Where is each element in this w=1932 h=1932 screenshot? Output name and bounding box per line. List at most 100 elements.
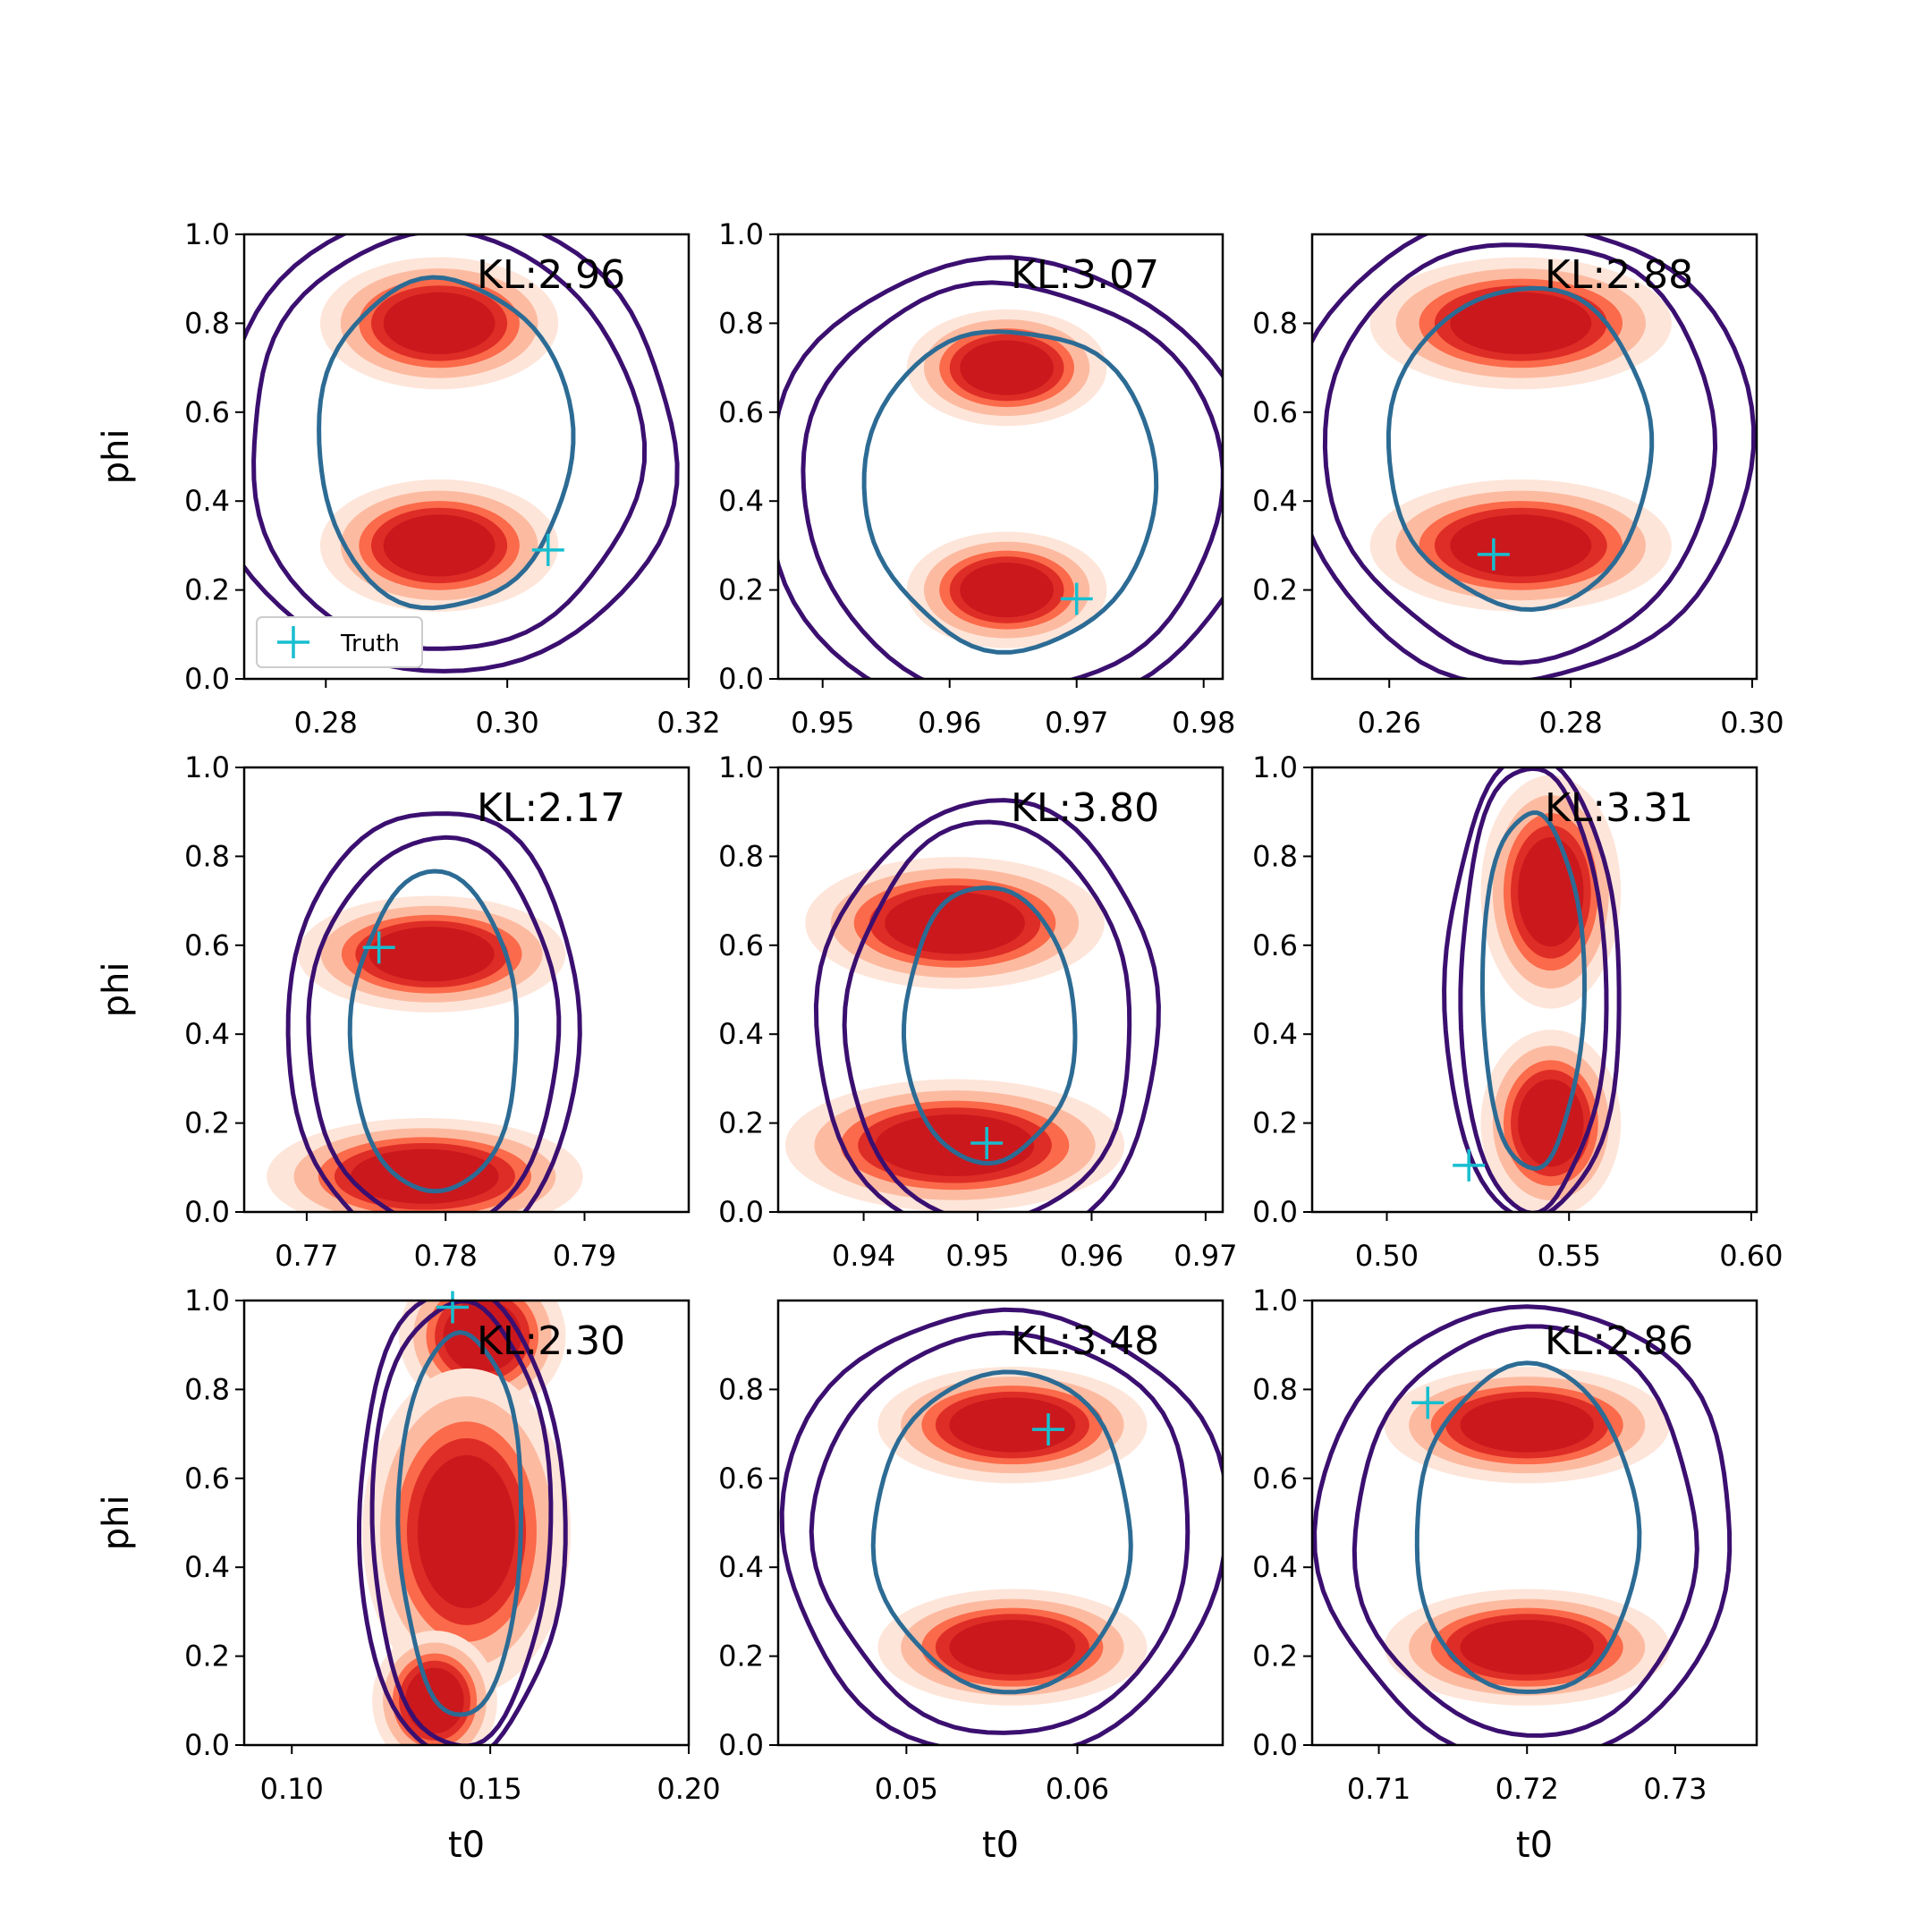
x-tick-label: 0.73 [1643,1772,1707,1806]
axes-frame [1310,1299,1758,1747]
truth-marker [1453,1148,1486,1182]
truth-marker [970,1126,1004,1159]
panel-8: KL:3.48 0.0 0.2 0.4 0.6 0.8 0.05 0.06 t0 [718,1299,1224,1866]
y-tick-label: 1.0 [184,750,230,784]
y-tick-label: 0.6 [1252,928,1298,962]
axes-frame [242,233,691,681]
outer-contour [778,255,1223,679]
panel-9: KL:2.86 0.0 0.2 0.4 0.6 0.8 1.0 0.71 0.72 0.73 t0 [1252,1284,1758,1866]
y-tick-label: 0.2 [718,1106,764,1140]
y-tick-label: 0.4 [718,484,764,518]
y-axis-label: phi [96,1496,137,1551]
y-tick-label: 0.4 [184,1550,230,1584]
panel-3: KL:2.88 0.2 0.4 0.6 0.8 0.26 0.28 0.30 [1252,233,1784,740]
density-blob-2-level-5 [949,1620,1076,1675]
kl-label: KL:3.80 [1011,785,1159,831]
y-tick-label: 0.2 [1252,1106,1298,1140]
y-tick-label: 0.8 [184,839,230,873]
x-axis-label: t0 [1516,1825,1553,1866]
truth-marker [1411,1386,1445,1419]
inner-contour [870,1369,1133,1695]
x-tick-label: 0.05 [875,1772,938,1806]
density-blob-2-level-5 [1460,1620,1594,1675]
y-tick-label: 0.2 [184,573,230,607]
y-tick-label: 0.0 [1252,1728,1298,1762]
plot-area [267,811,583,1212]
axes-frame [776,1299,1224,1747]
middle-contour [306,835,562,1212]
x-tick-label: 0.60 [1719,1239,1783,1273]
middle-contour [842,819,1132,1212]
panel-1: KL:2.96 0.0 0.2 0.4 0.6 0.8 1.0 0.28 0.30 0.32 phi… [96,217,721,740]
y-tick-label: 0.0 [1252,1195,1298,1229]
x-tick-label: 0.98 [1172,706,1235,740]
y-tick-label: 0.0 [184,1195,230,1229]
y-tick-label: 1.0 [1252,1284,1298,1318]
x-tick-label: 0.28 [1538,706,1602,740]
x-tick-label: 0.30 [1720,706,1784,740]
plot-area [784,798,1161,1212]
y-tick-label: 0.8 [1252,1372,1298,1406]
x-tick-label: 0.15 [459,1772,522,1806]
density-blob-2-level-5 [383,514,496,577]
y-axis-label: phi [96,962,137,1018]
y-tick-label: 1.0 [718,217,764,251]
x-tick-label: 0.26 [1358,706,1421,740]
y-tick-label: 0.0 [184,1728,230,1762]
kl-label: KL:2.86 [1545,1318,1693,1364]
y-tick-label: 0.2 [718,573,764,607]
y-tick-label: 1.0 [184,217,230,251]
y-tick-label: 0.8 [184,306,230,340]
y-tick-label: 0.4 [1252,484,1298,518]
middle-contour [369,1301,554,1745]
kl-label: KL:2.17 [477,785,625,831]
density-blob-1-level-5 [443,1301,521,1373]
density-blob-2-level-5 [1518,1079,1584,1167]
x-tick-label: 0.78 [414,1239,478,1273]
x-tick-label: 0.77 [275,1239,338,1273]
y-tick-label: 0.6 [718,928,764,962]
density-blob-1-level-5 [949,1397,1076,1453]
x-tick-label: 0.96 [1060,1239,1123,1273]
truth-marker [1060,582,1093,615]
y-tick-label: 0.2 [184,1640,230,1674]
plot-area [1312,234,1757,679]
kl-label: KL:2.88 [1545,252,1693,298]
density-blob-1-level-5 [960,340,1054,395]
x-tick-label: 0.97 [1045,706,1108,740]
density-blob-2-level-5 [351,1148,499,1204]
outer-contour [244,234,680,674]
density-blob-1-level-5 [383,292,496,354]
density-blob-2-level-5 [960,563,1054,618]
panel-2: KL:3.07 0.0 0.2 0.4 0.6 0.8 1.0 0.95 0.96 0.97 0.9… [718,217,1235,740]
outer-contour [779,1307,1223,1745]
y-tick-label: 0.0 [718,1195,764,1229]
y-tick-label: 0.6 [1252,395,1298,429]
panel-4: KL:2.17 0.0 0.2 0.4 0.6 0.8 1.0 0.77 0.78 0.79 phi [96,750,691,1273]
truth-marker [1032,1413,1065,1446]
axes-frame [242,766,691,1214]
x-tick-label: 0.30 [476,706,539,740]
axes-frame [776,233,1224,681]
outer-contour [1442,767,1622,1212]
outer-contour [1312,234,1757,679]
y-tick-label: 0.8 [718,306,764,340]
truth-marker [436,1291,469,1324]
plot-area [779,1307,1223,1745]
density-blob-1-level-5 [1450,292,1592,354]
y-tick-label: 0.2 [1252,573,1298,607]
inner-contour [347,869,520,1194]
y-tick-label: 0.8 [718,839,764,873]
axes-frame [242,1299,691,1747]
x-tick-label: 0.32 [657,706,720,740]
inner-contour [1385,285,1655,613]
middle-contour [1458,767,1609,1212]
panel-5: KL:3.80 0.0 0.2 0.4 0.6 0.8 1.0 0.94 0.95 0.96 0.9… [718,750,1237,1273]
x-tick-label: 0.97 [1174,1239,1237,1273]
x-axis-label: t0 [448,1825,485,1866]
y-tick-label: 1.0 [184,1284,230,1318]
y-tick-label: 0.6 [184,395,230,429]
plot-area [244,234,680,674]
legend: Truth [256,616,423,668]
outer-contour [357,1301,568,1745]
